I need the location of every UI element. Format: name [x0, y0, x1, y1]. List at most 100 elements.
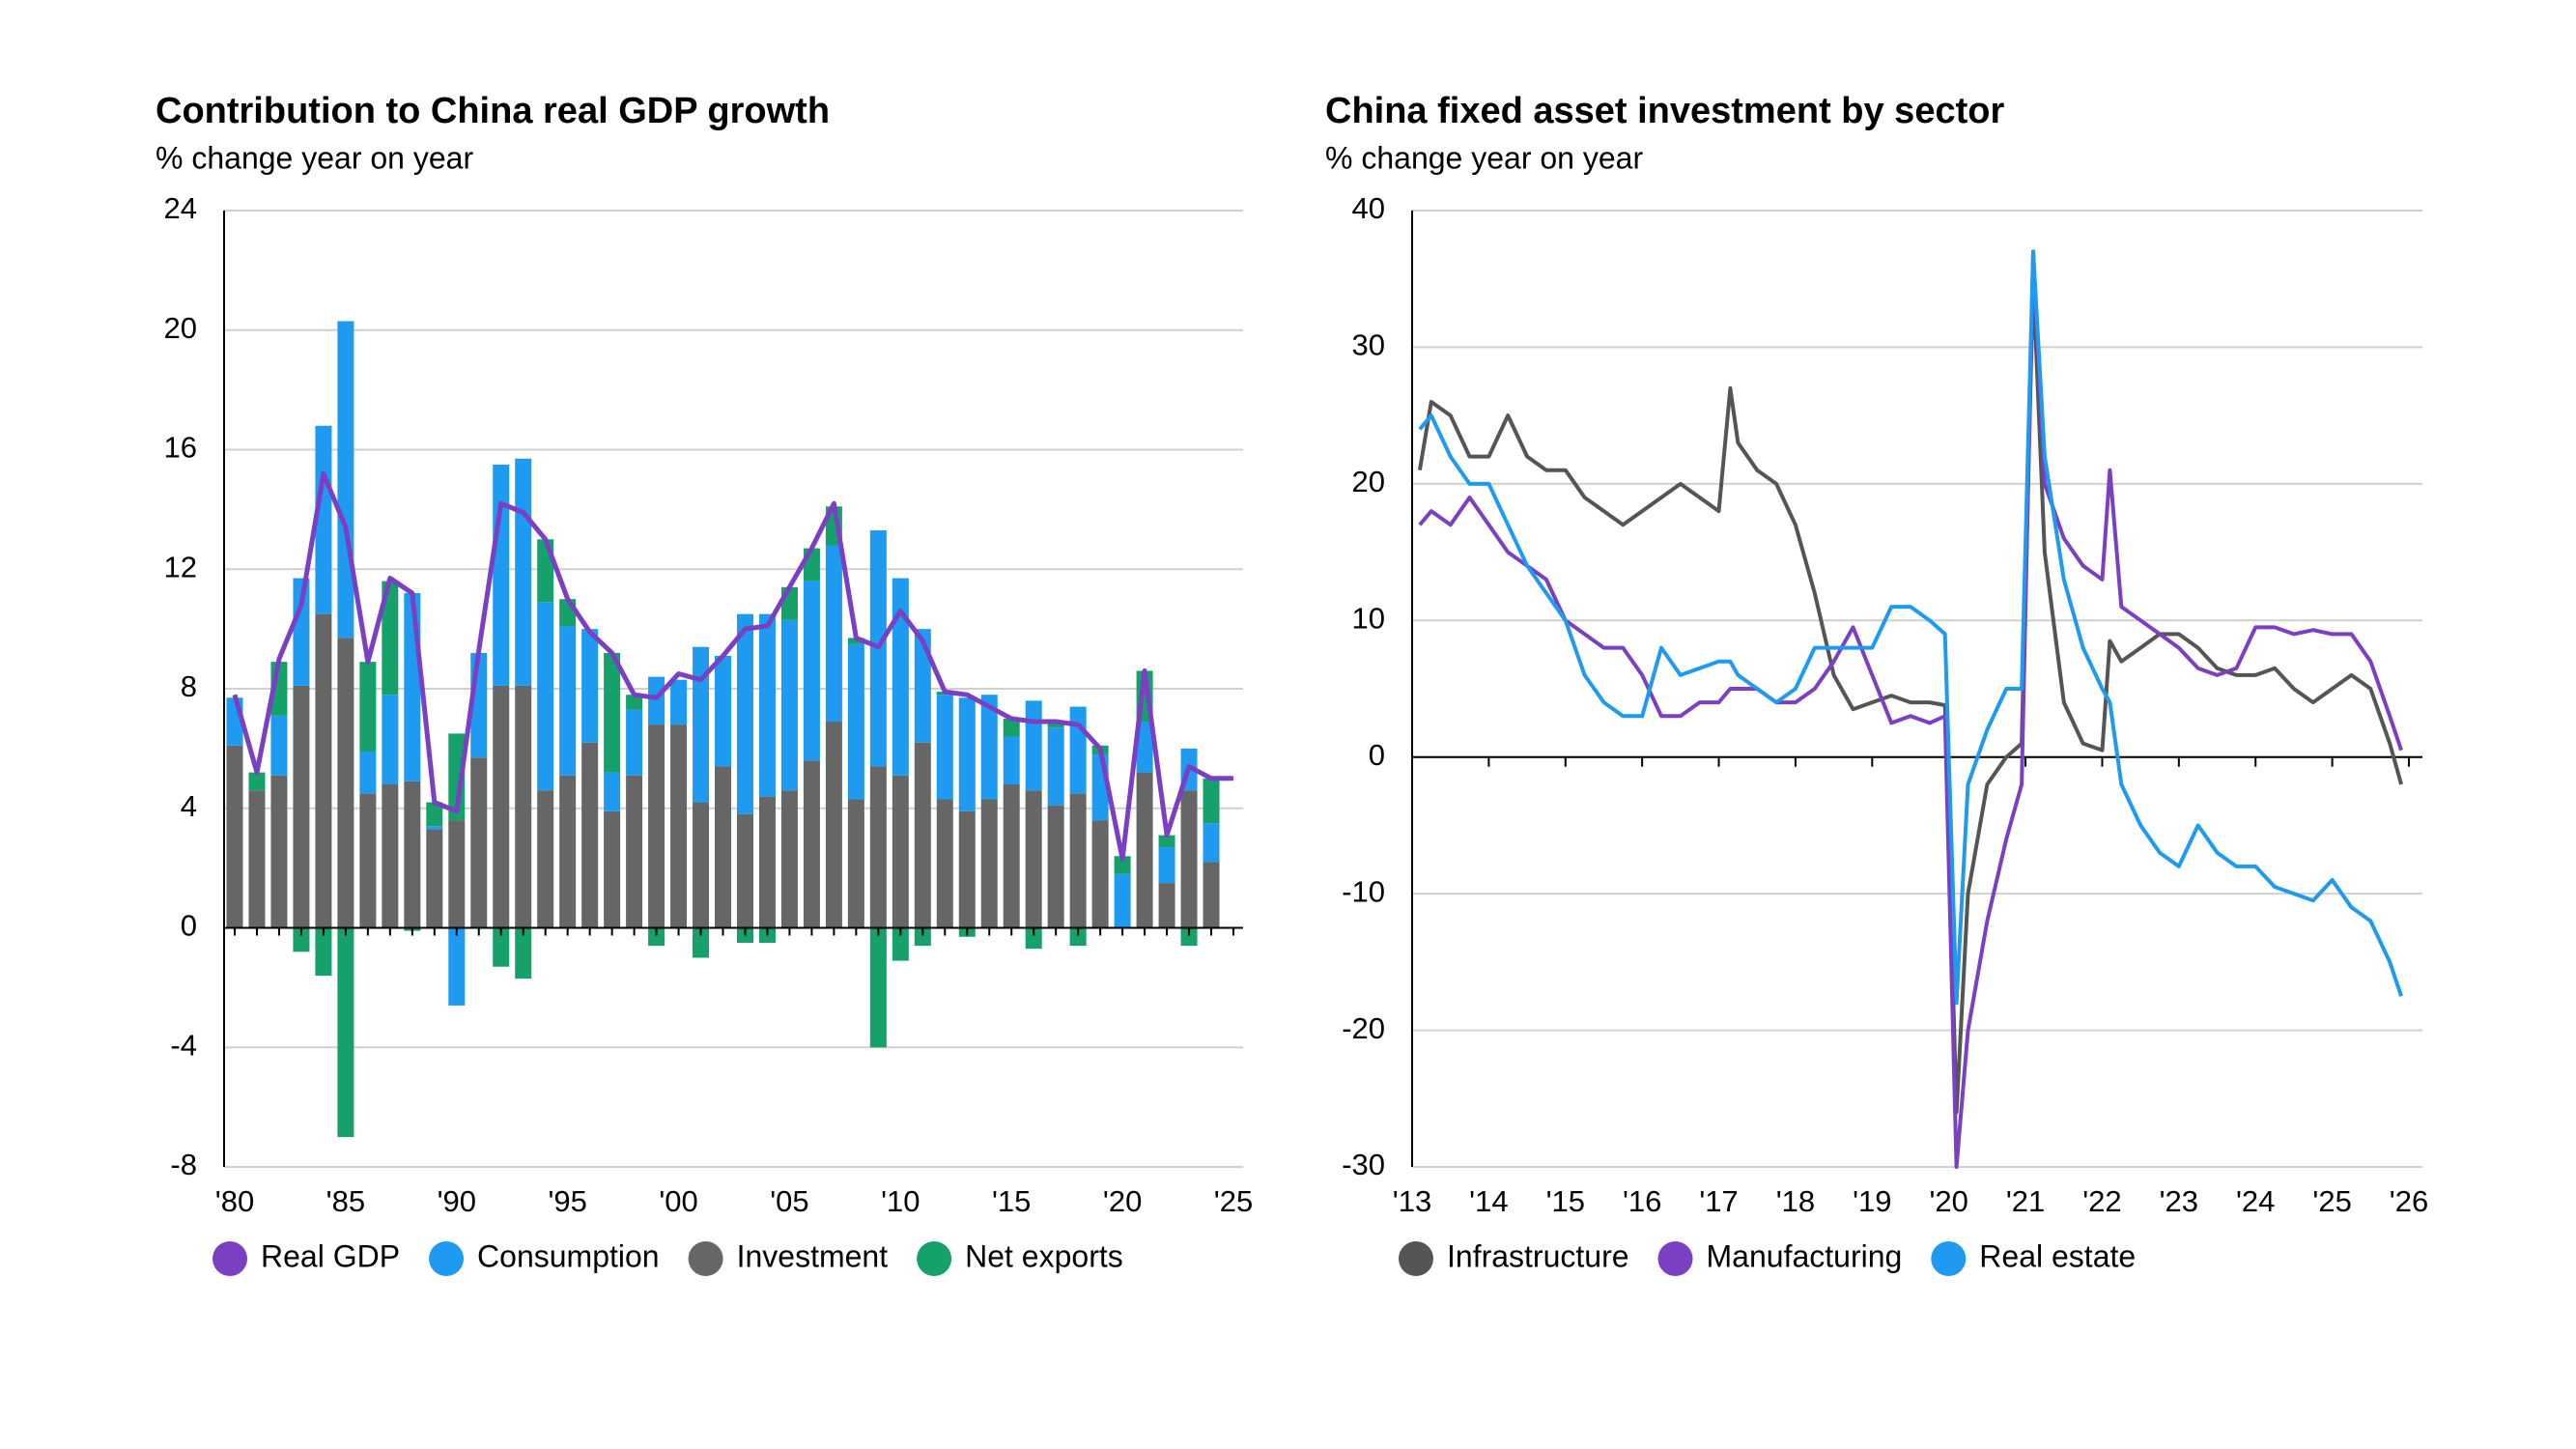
bar: [847, 643, 864, 800]
bar: [825, 545, 842, 723]
bar: [604, 652, 621, 773]
bar: [825, 722, 842, 928]
y-tick-label: 12: [164, 550, 197, 583]
bar: [537, 602, 554, 791]
bar: [980, 695, 998, 800]
x-tick-label: '15: [992, 1184, 1031, 1218]
bar: [248, 772, 266, 791]
bar: [1047, 727, 1064, 806]
bar: [1003, 718, 1020, 737]
bar: [1203, 778, 1220, 824]
bar: [1114, 873, 1131, 928]
bar: [648, 676, 665, 725]
y-tick-label: 30: [1352, 328, 1385, 362]
bar: [780, 790, 798, 928]
line-series: [1418, 249, 2403, 1006]
bar: [1047, 722, 1064, 728]
x-tick-label: '20: [1929, 1184, 1967, 1218]
bar: [626, 695, 643, 710]
x-tick-label: '18: [1776, 1184, 1815, 1218]
bar: [958, 810, 976, 928]
bar: [1069, 927, 1087, 947]
y-tick-label: -8: [170, 1148, 197, 1181]
y-tick-label: 8: [181, 669, 197, 703]
bar: [359, 751, 377, 794]
bar: [226, 745, 243, 928]
bar: [914, 927, 931, 947]
bar: [847, 638, 864, 644]
bar: [448, 820, 466, 928]
bar: [892, 927, 909, 961]
bar: [359, 662, 377, 752]
bar: [803, 760, 820, 928]
legend-label: Consumption: [477, 1238, 660, 1273]
line-series: [232, 470, 1233, 862]
legend-marker: [1931, 1241, 1967, 1276]
bar: [715, 655, 732, 767]
bar: [1003, 784, 1020, 928]
legend-marker: [1657, 1241, 1693, 1276]
y-tick-label: 24: [164, 191, 197, 225]
legend-label: Net exports: [965, 1238, 1123, 1273]
bar: [1180, 790, 1198, 928]
x-tick-label: '15: [1546, 1184, 1585, 1218]
bar: [382, 581, 399, 696]
bar: [493, 464, 510, 686]
x-tick-label: '23: [2160, 1184, 2198, 1218]
x-tick-label: '17: [1699, 1184, 1738, 1218]
bar: [359, 793, 377, 928]
bar: [780, 619, 798, 791]
legend-label: Manufacturing: [1707, 1238, 1903, 1273]
bar: [270, 715, 288, 776]
bar: [581, 742, 599, 928]
bar: [736, 813, 753, 928]
y-tick-label: -20: [1342, 1011, 1385, 1045]
legend-marker: [688, 1241, 723, 1276]
bar: [493, 927, 510, 967]
bar: [914, 629, 931, 743]
bar: [958, 697, 976, 811]
bar: [869, 766, 887, 928]
bar: [648, 927, 665, 947]
bar: [1025, 700, 1042, 791]
bar: [1069, 706, 1087, 794]
x-tick-label: '10: [881, 1184, 920, 1218]
line-series: [1418, 249, 2403, 1169]
bar: [337, 321, 354, 639]
bar: [869, 927, 887, 1048]
bar: [293, 578, 310, 686]
x-tick-label: '85: [326, 1184, 365, 1218]
bar: [648, 724, 665, 928]
x-tick-label: '13: [1393, 1184, 1431, 1218]
legend-marker: [917, 1241, 952, 1276]
bar: [693, 646, 710, 803]
bar: [693, 802, 710, 928]
legend-marker: [429, 1241, 465, 1276]
legend-marker: [212, 1241, 247, 1276]
x-tick-label: '25: [1214, 1184, 1253, 1218]
bar: [736, 613, 753, 814]
bar: [315, 613, 332, 928]
bar: [936, 695, 953, 800]
x-tick-label: '25: [2312, 1184, 2351, 1218]
legend-label: Investment: [737, 1238, 889, 1273]
bar: [914, 742, 931, 928]
bar: [693, 927, 710, 958]
bar: [1158, 883, 1175, 928]
x-tick-label: '22: [2082, 1184, 2121, 1218]
x-tick-label: '26: [2390, 1184, 2428, 1218]
bar: [270, 775, 288, 928]
y-tick-label: 0: [181, 909, 197, 943]
chart-subtitle: % change year on year: [1325, 140, 1643, 175]
bar: [1136, 722, 1153, 773]
bar: [1069, 793, 1087, 928]
bar: [604, 810, 621, 928]
bar: [515, 458, 532, 686]
x-tick-label: '05: [770, 1184, 808, 1218]
bar: [626, 775, 643, 928]
bar: [1158, 835, 1175, 847]
bar: [1180, 927, 1198, 947]
x-tick-label: '14: [1469, 1184, 1508, 1218]
